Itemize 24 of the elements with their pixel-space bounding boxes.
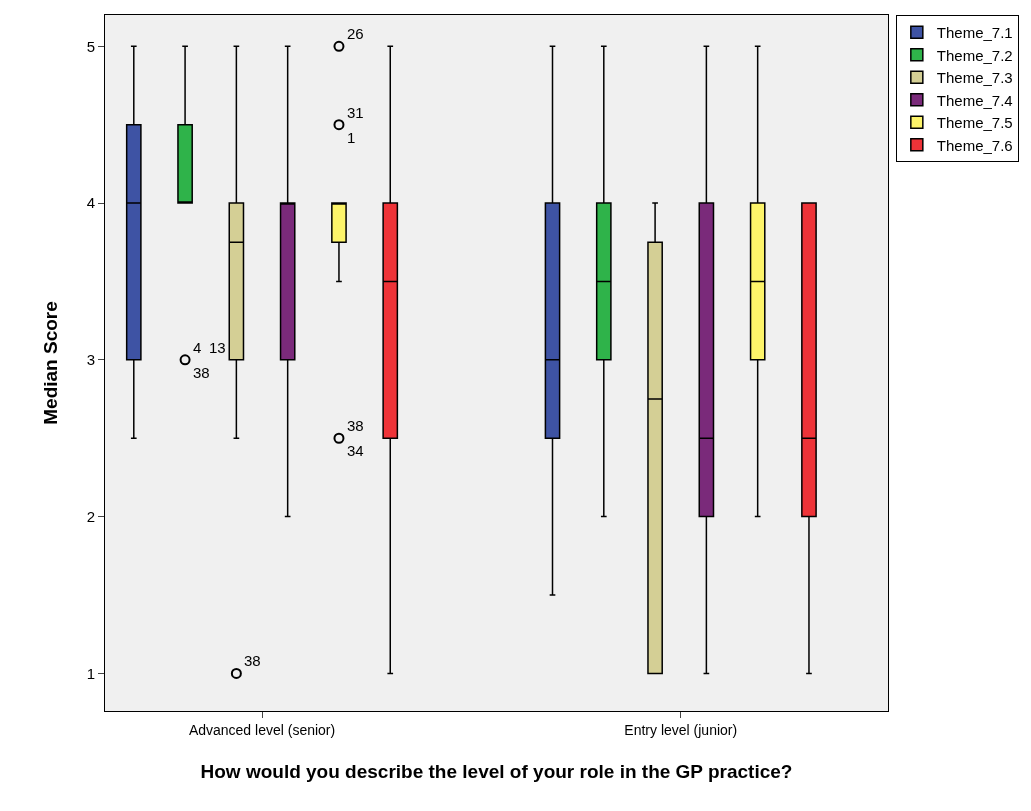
y-tick-label: 3	[86, 351, 95, 369]
annotation: 31	[347, 104, 364, 121]
x-tick-label: Advanced level (senior)	[188, 721, 336, 738]
annotation: 1	[347, 129, 356, 146]
annotation: 4	[193, 339, 202, 356]
legend-label: Theme_7.3	[936, 69, 1013, 87]
legend-label: Theme_7.4	[936, 91, 1013, 109]
y-axis-title: Median Score	[40, 301, 61, 425]
legend-label: Theme_7.5	[936, 114, 1013, 132]
annotation: 13	[209, 339, 226, 356]
y-tick-label: 5	[86, 37, 95, 55]
legend-label: Theme_7.2	[936, 46, 1013, 64]
annotation: 34	[347, 442, 364, 459]
annotation: 26	[347, 25, 364, 42]
x-axis-title: How would you describe the level of your role in the GP practice?	[200, 761, 793, 782]
annotation: 38	[193, 364, 210, 381]
y-tick-label: 2	[86, 507, 95, 525]
x-tick-label: Entry level (junior)	[624, 721, 738, 738]
legend-label: Theme_7.6	[936, 136, 1013, 154]
y-tick-label: 1	[86, 664, 95, 682]
y-tick-label: 4	[86, 194, 95, 212]
legend-label: Theme_7.1	[936, 24, 1013, 42]
annotation: 38	[347, 417, 364, 434]
annotation: 38	[244, 652, 261, 669]
